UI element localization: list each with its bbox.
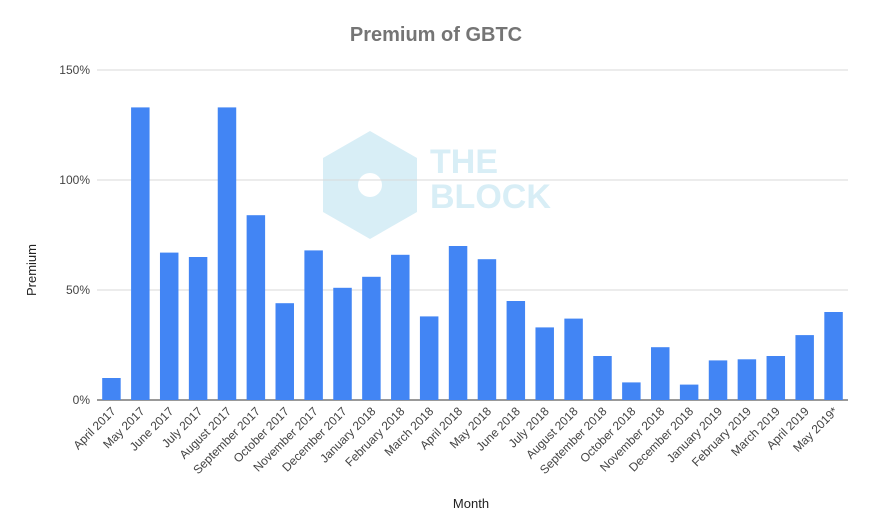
- bar: [679, 384, 699, 400]
- bar: [304, 250, 323, 400]
- bar: [217, 107, 237, 401]
- y-axis-ticks: 0% 50% 100% 150%: [59, 63, 90, 407]
- bar: [419, 316, 439, 400]
- bar: [564, 318, 583, 400]
- bar: [102, 378, 121, 400]
- y-tick-label: 50%: [66, 283, 90, 297]
- bar: [593, 356, 612, 400]
- bar: [188, 257, 208, 400]
- bar: [159, 252, 179, 400]
- bar: [246, 215, 266, 400]
- bar: [477, 259, 497, 400]
- watermark-logo: THE BLOCK: [323, 131, 551, 239]
- bar: [737, 359, 757, 400]
- bar: [333, 287, 352, 400]
- x-axis-label: Month: [453, 496, 489, 511]
- bar: [824, 312, 843, 400]
- bar: [506, 301, 526, 400]
- bar: [708, 360, 728, 400]
- y-axis-label: Premium: [24, 244, 39, 296]
- bar: [131, 107, 150, 401]
- y-tick-label: 150%: [59, 63, 90, 77]
- bar: [362, 276, 381, 400]
- bar: [448, 246, 468, 400]
- bar: [795, 335, 814, 400]
- chart-title: Premium of GBTC: [350, 24, 522, 46]
- y-tick-label: 100%: [59, 173, 90, 187]
- bar: [651, 347, 670, 400]
- gridlines: [97, 69, 848, 401]
- watermark-hexagon-hole: [358, 173, 382, 197]
- bar: [391, 254, 410, 400]
- watermark-line2: BLOCK: [430, 178, 551, 216]
- bar: [622, 382, 641, 400]
- y-tick-label: 0%: [73, 393, 91, 407]
- watermark-line1: THE: [430, 143, 498, 181]
- bar: [535, 327, 554, 400]
- bars: [102, 107, 843, 401]
- bar: [766, 356, 786, 400]
- bar: [275, 303, 294, 400]
